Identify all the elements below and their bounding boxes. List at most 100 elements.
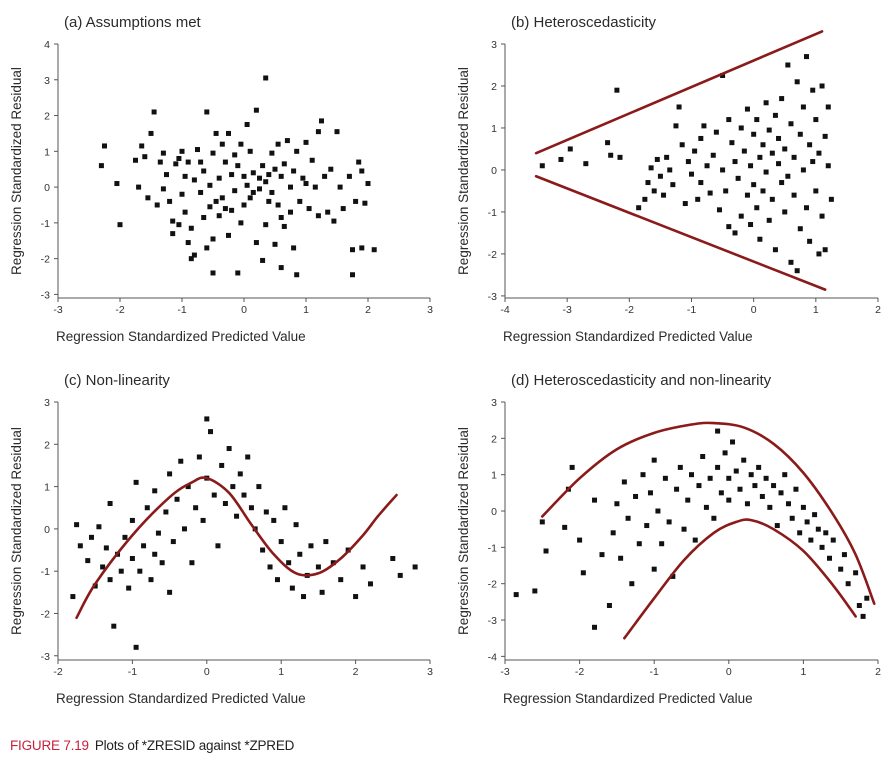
y-tick-label: -2 (488, 579, 497, 591)
data-point (195, 147, 200, 153)
data-point (193, 505, 199, 511)
data-point (732, 159, 738, 165)
data-point (350, 272, 355, 278)
data-point (774, 523, 780, 529)
data-point (640, 472, 646, 478)
data-point (754, 205, 760, 211)
data-point (657, 173, 663, 179)
data-point (815, 526, 821, 532)
data-point (148, 130, 154, 136)
data-point (741, 148, 747, 154)
y-tick-label: 2 (491, 81, 497, 93)
data-point (297, 551, 303, 557)
y-tick-label: -2 (41, 254, 50, 266)
y-tick-label: 1 (44, 482, 50, 494)
data-point (189, 560, 195, 566)
data-point (778, 490, 784, 496)
data-point (785, 501, 791, 507)
data-point (103, 545, 109, 551)
data-point (274, 577, 280, 583)
data-point (213, 130, 219, 136)
data-point (278, 215, 284, 221)
data-point (860, 613, 866, 619)
data-point (210, 270, 216, 276)
data-point (741, 457, 747, 463)
data-point (810, 159, 816, 165)
data-point (828, 196, 834, 202)
data-point (77, 543, 83, 549)
data-point (629, 581, 635, 587)
x-tick-label: 3 (427, 304, 433, 316)
data-point (204, 109, 210, 115)
y-tick-label: -3 (488, 615, 497, 627)
data-point (845, 581, 851, 587)
data-point (759, 493, 765, 499)
data-point (234, 513, 240, 519)
data-point (744, 106, 750, 112)
data-point (126, 585, 132, 591)
data-point (730, 439, 736, 445)
data-point (853, 570, 859, 576)
data-point (201, 215, 207, 221)
y-tick-label: 3 (491, 397, 497, 409)
data-point (673, 123, 679, 129)
data-point (810, 87, 816, 93)
data-point (237, 471, 243, 477)
data-point (241, 173, 247, 179)
data-point (136, 184, 142, 190)
curve-lower-envelope (534, 174, 827, 291)
data-point (159, 560, 165, 566)
data-point (648, 165, 654, 171)
data-point (726, 497, 732, 503)
data-point (278, 265, 284, 271)
data-point (102, 143, 107, 149)
x-tick-label: -2 (53, 666, 62, 678)
data-point (284, 138, 290, 144)
data-point (222, 501, 228, 507)
data-point (238, 141, 244, 147)
panel-b: (b) Heteroscedasticity-4 -3 -2 -1 0 1 2-3-2-10… (456, 14, 881, 344)
data-point (275, 202, 281, 208)
data-point (744, 501, 750, 507)
data-point (278, 539, 284, 545)
data-point (760, 188, 766, 194)
data-point (222, 159, 228, 165)
data-point (204, 416, 210, 422)
x-tick-label: 0 (204, 666, 210, 678)
data-point (167, 589, 173, 595)
data-point (281, 223, 287, 229)
data-point (337, 184, 343, 190)
y-tick-label: 2 (44, 111, 50, 123)
panel-d: (d) Heteroscedasticity and non-linearity… (456, 372, 881, 706)
data-point (330, 560, 336, 566)
data-point (807, 142, 813, 148)
x-tick-label: -3 (500, 666, 509, 678)
data-point (163, 509, 169, 515)
data-point (282, 505, 288, 511)
data-point (133, 644, 139, 650)
curve-upper-envelope (534, 30, 824, 155)
y-axis-label: Regression Standardized Residual (9, 67, 24, 275)
data-point (164, 172, 169, 178)
data-point (412, 564, 418, 570)
y-tick-label: 3 (44, 75, 50, 87)
data-point (216, 213, 222, 219)
data-point (244, 121, 250, 127)
data-point (266, 198, 272, 204)
data-point (198, 189, 204, 195)
data-point (208, 429, 214, 435)
data-point (257, 186, 262, 192)
data-point (682, 201, 688, 207)
data-point (191, 252, 197, 258)
data-point (819, 213, 825, 219)
data-point (617, 154, 623, 160)
data-point (154, 202, 160, 208)
x-tick-label: -3 (562, 304, 571, 316)
data-point (216, 175, 222, 181)
data-point (281, 161, 287, 167)
data-point (685, 497, 691, 503)
data-point (245, 454, 251, 460)
data-point (181, 526, 187, 532)
panel-c: (c) Non-linearity-2 -1 0 1 2 3-3-2-10123Regre… (9, 372, 433, 706)
data-point (670, 182, 676, 188)
